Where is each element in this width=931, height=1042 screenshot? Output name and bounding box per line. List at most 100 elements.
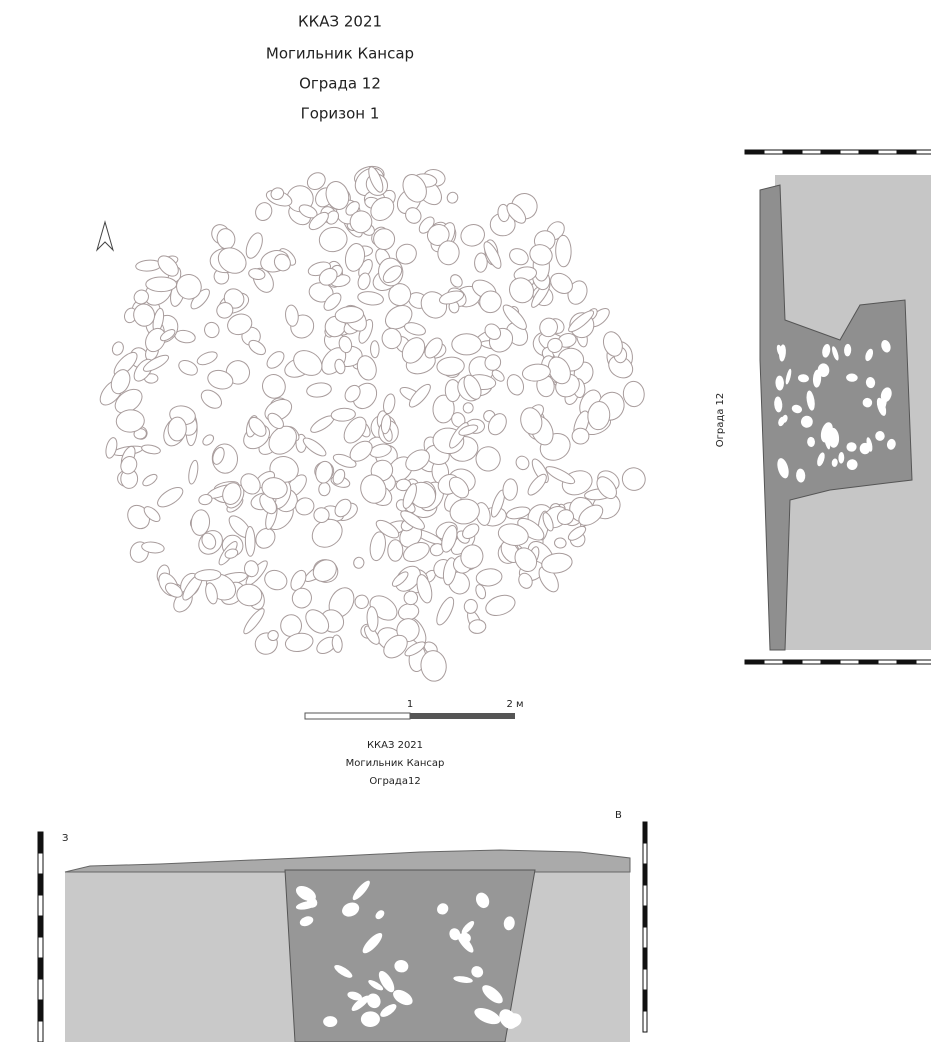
ruler-segment [37,1020,44,1042]
stone [555,234,572,268]
stone [201,532,217,550]
ruler-segment [820,149,841,155]
caption-line: ККАЗ 2021 [367,740,423,751]
stone [295,885,316,902]
stone [463,374,482,400]
stone [375,519,400,539]
stone [145,276,178,293]
stone [474,252,488,273]
stone [547,356,571,385]
stone [332,468,346,485]
stone [822,343,831,358]
stone [393,989,413,1006]
stone [578,504,604,526]
stone [622,380,645,408]
stone [482,985,503,1004]
stone [368,980,384,991]
stone [556,509,575,525]
stone [332,453,357,468]
stone [503,916,515,931]
stone [369,340,380,359]
stone [791,404,803,414]
stone [313,507,330,524]
ruler-segment [642,968,648,991]
stone [449,928,461,941]
stone [157,487,184,508]
stone [596,476,617,500]
stone [248,416,267,437]
title-line: ККАЗ 2021 [298,13,382,31]
stone [387,539,404,562]
stone [866,437,873,452]
stone [353,556,365,569]
stone [141,444,161,455]
stone [817,452,825,467]
stone [497,523,529,546]
stone [475,568,503,587]
stone [325,181,350,210]
stone [402,174,427,203]
stone [196,351,218,366]
ruler-segment [763,149,784,155]
ruler-segment [642,1010,648,1033]
ruler-segment [37,915,44,938]
stone [545,466,576,485]
stone [378,970,395,993]
ruler-segment [642,884,648,907]
stone [212,446,225,465]
stone [420,650,447,682]
stone [331,634,343,653]
stone [315,460,333,484]
stone [416,574,433,604]
stone [291,587,312,609]
stone [295,497,315,516]
stone [514,547,538,573]
stone [846,459,858,470]
stone [506,506,531,520]
stone [306,382,332,398]
stone [395,478,412,492]
stone [344,384,361,403]
stone [432,394,455,424]
stone [133,303,156,327]
stone [554,537,567,549]
stone [360,474,387,504]
stone [479,290,502,314]
stone [567,525,587,541]
stone [357,291,384,306]
stone [245,232,263,259]
stone [441,525,458,553]
stone [424,337,443,359]
side-stones [774,340,896,483]
ruler-segment [642,842,648,865]
stone [550,272,573,294]
stone [436,596,455,626]
stone [437,240,460,266]
stone [806,390,815,411]
ruler-segment [782,659,803,665]
stone [485,594,516,616]
stone [268,425,297,455]
stone [334,964,353,978]
stone-plan [99,165,646,682]
stone [190,509,211,536]
stone [475,446,501,472]
stone [267,629,279,642]
ruler-segment [763,659,784,665]
stone [403,590,418,606]
stone [846,442,857,452]
ruler-segment [642,821,648,844]
ruler-segment [37,999,44,1022]
stone [330,407,356,422]
stone [369,531,386,562]
ruler-segment [642,989,648,1012]
stone [774,396,783,413]
ruler-segment [820,659,841,665]
stone [111,341,124,356]
stone [354,594,369,609]
stone [621,467,646,491]
stone [542,512,554,532]
stone [143,506,161,523]
stone [460,224,485,247]
stone [491,369,505,382]
